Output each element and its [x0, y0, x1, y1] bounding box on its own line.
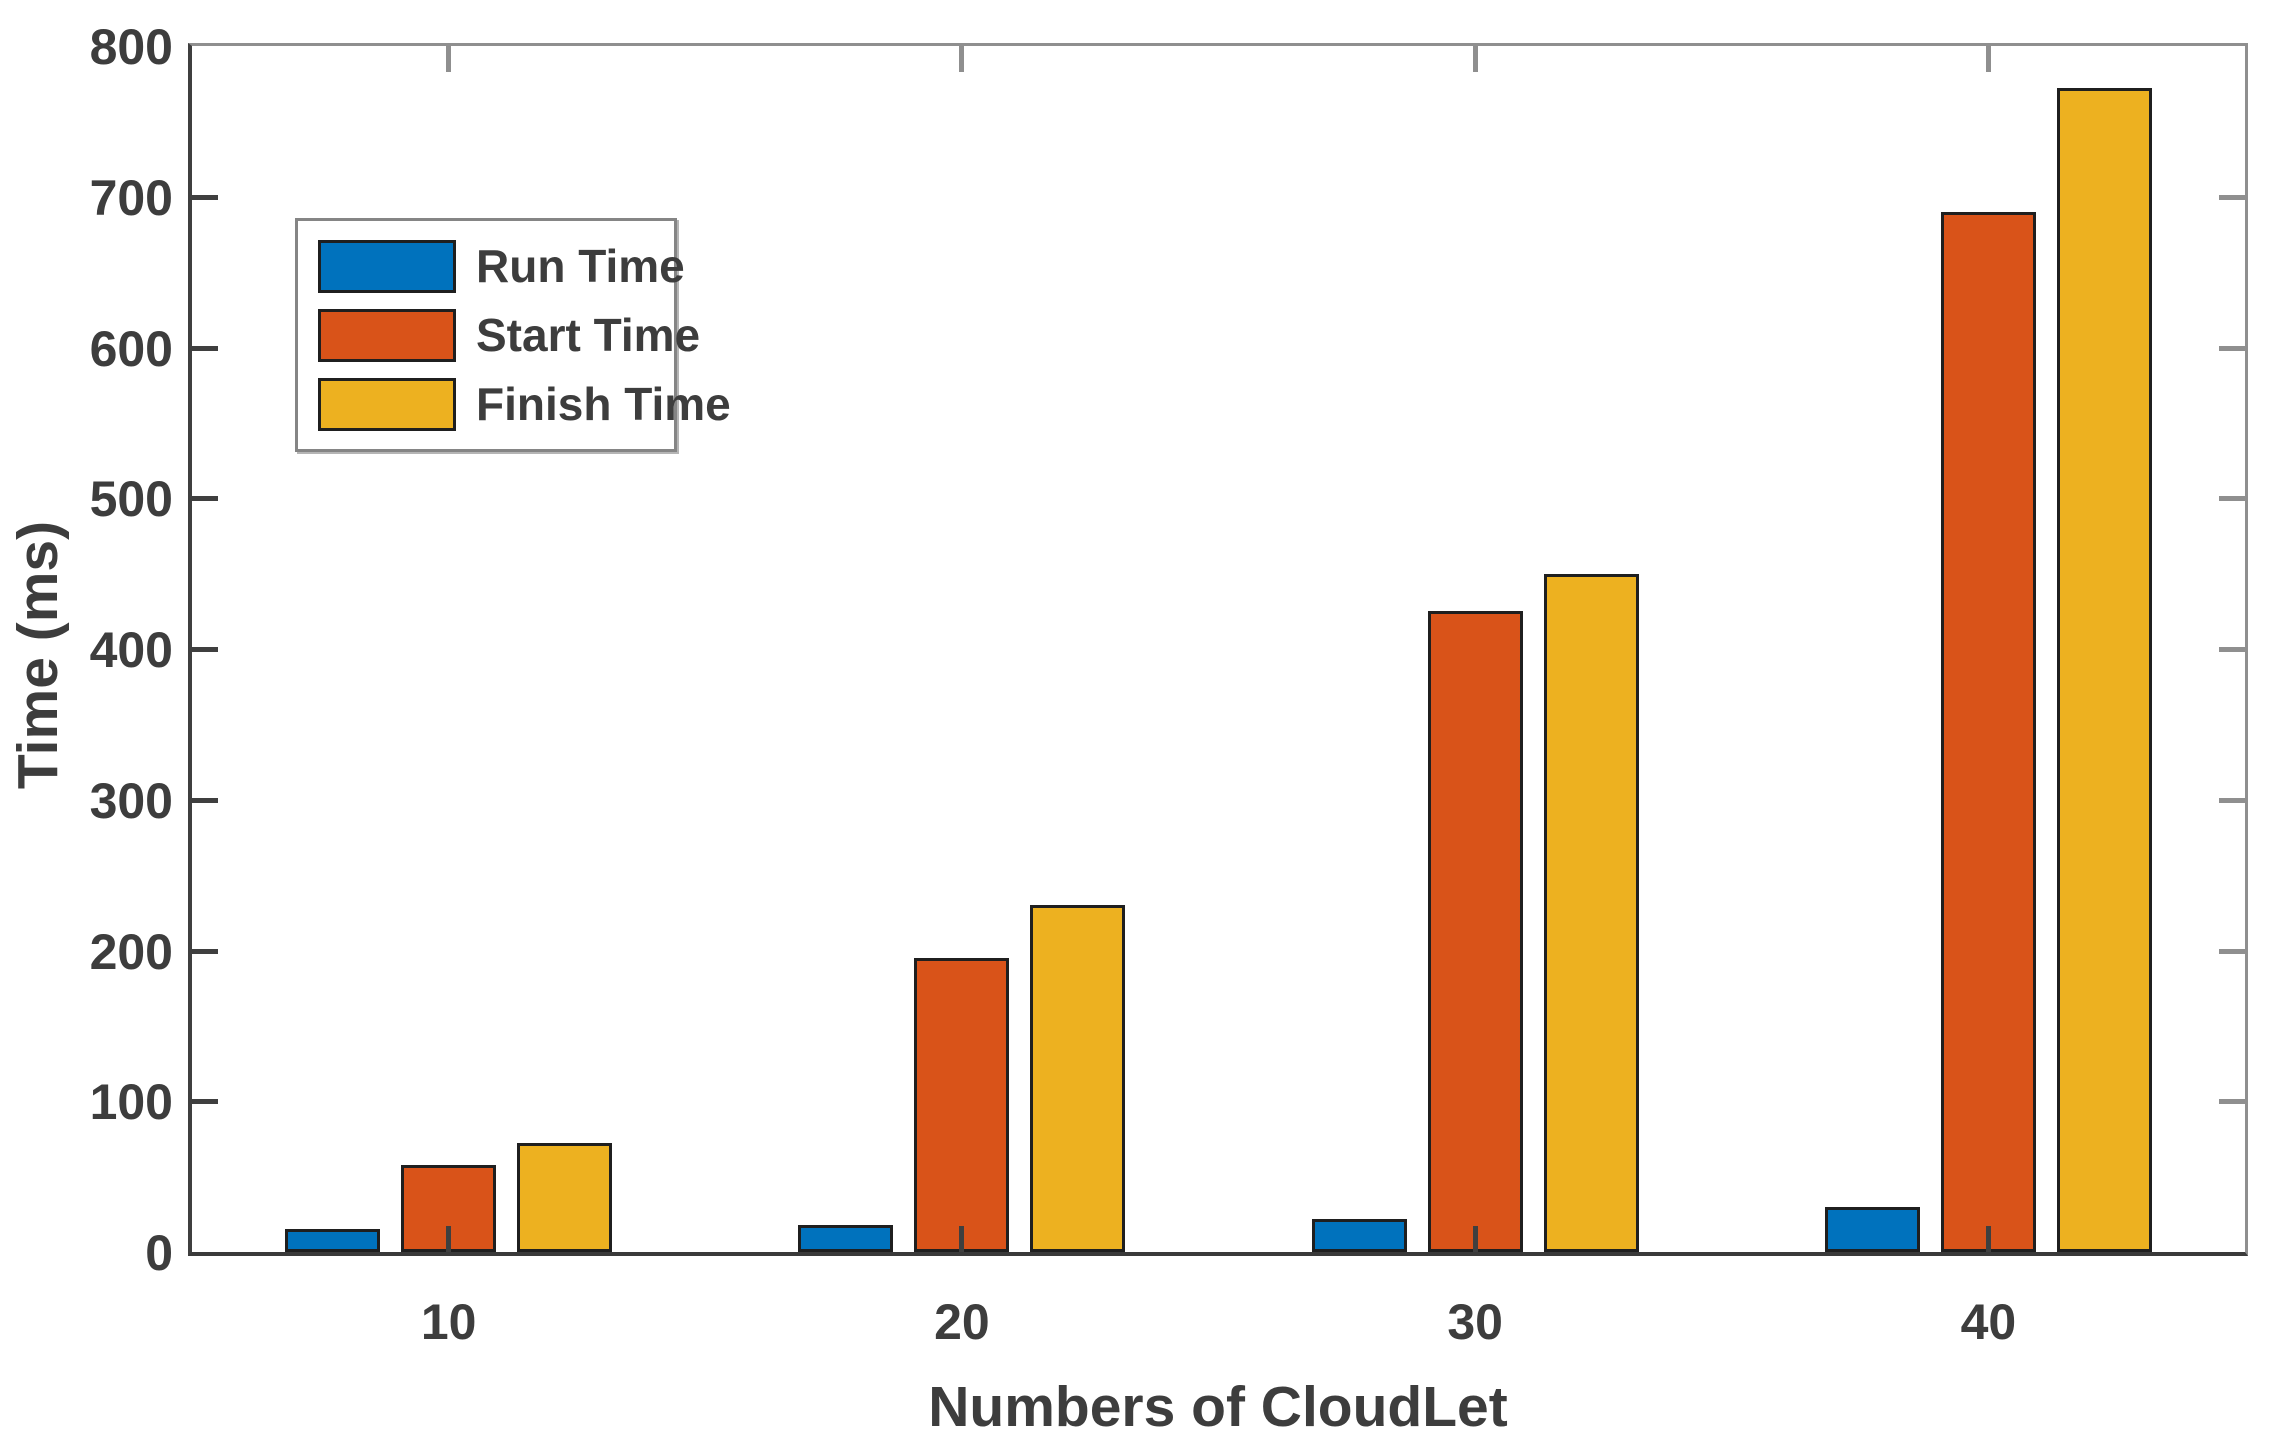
x-tick-mark: [446, 1226, 452, 1252]
x-tick-mark: [959, 46, 965, 72]
x-tick-mark: [1985, 46, 1991, 72]
bar-finish-time-10: [517, 1143, 613, 1252]
y-tick-mark: [192, 345, 218, 351]
bar-finish-time-20: [1030, 905, 1126, 1252]
y-tick-mark: [192, 1099, 218, 1105]
x-tick-label: 20: [934, 1294, 990, 1350]
legend-row-start-time: Start Time: [318, 308, 700, 362]
legend-swatch-finish-time: [318, 377, 456, 431]
y-tick-label: 300: [89, 772, 173, 829]
legend-label-run-time: Run Time: [476, 240, 685, 292]
y-tick-mark: [192, 647, 218, 652]
x-tick-mark: [1472, 1226, 1478, 1252]
legend-swatch-run-time: [318, 239, 456, 293]
y-tick-label: 200: [89, 923, 173, 980]
x-tick-label: 30: [1447, 1294, 1503, 1350]
x-tick-label: 10: [420, 1294, 477, 1350]
bar-run-time-40: [1824, 1207, 1920, 1252]
y-tick-label: 0: [145, 1225, 173, 1281]
y-tick-mark: [2219, 1099, 2245, 1105]
bar-run-time-20: [798, 1225, 894, 1252]
y-tick-mark: [2219, 496, 2245, 502]
y-tick-mark: [192, 194, 218, 200]
x-tick-mark: [1472, 46, 1478, 72]
x-tick-mark: [1985, 1226, 1991, 1252]
y-tick-label: 700: [89, 169, 173, 226]
bar-finish-time-40: [2056, 88, 2152, 1252]
y-tick-label: 400: [89, 622, 173, 678]
x-axis-label: Numbers of CloudLet: [928, 1375, 1508, 1439]
y-tick-mark: [2219, 948, 2245, 954]
legend-row-run-time: Run Time: [318, 239, 685, 293]
y-tick-label: 100: [89, 1074, 173, 1131]
bar-start-time-30: [1427, 611, 1523, 1252]
x-tick-mark: [959, 1226, 965, 1252]
y-tick-mark: [2219, 797, 2245, 803]
legend-swatch-start-time: [318, 308, 456, 362]
y-tick-label: 800: [89, 19, 173, 75]
y-tick-mark: [192, 496, 218, 502]
y-tick-mark: [2219, 647, 2245, 652]
x-tick-mark: [446, 46, 452, 72]
legend-label-start-time: Start Time: [476, 309, 701, 361]
bar-finish-time-30: [1543, 574, 1639, 1252]
y-tick-label: 600: [89, 320, 173, 377]
bar-run-time-30: [1311, 1219, 1407, 1252]
y-tick-mark: [192, 948, 218, 954]
legend: Run Time Start Time Finish Time: [295, 218, 731, 452]
y-tick-mark: [2219, 194, 2245, 200]
y-tick-mark: [2219, 345, 2245, 351]
bar-start-time-20: [914, 958, 1010, 1252]
legend-label-finish-time: Finish Time: [476, 378, 731, 430]
y-tick-label: 500: [89, 471, 173, 528]
bar-run-time-10: [285, 1229, 381, 1252]
bar-start-time-40: [1940, 212, 2036, 1252]
legend-row-finish-time: Finish Time: [318, 377, 731, 431]
x-tick-label: 40: [1960, 1294, 2017, 1350]
y-tick-mark: [192, 797, 218, 803]
